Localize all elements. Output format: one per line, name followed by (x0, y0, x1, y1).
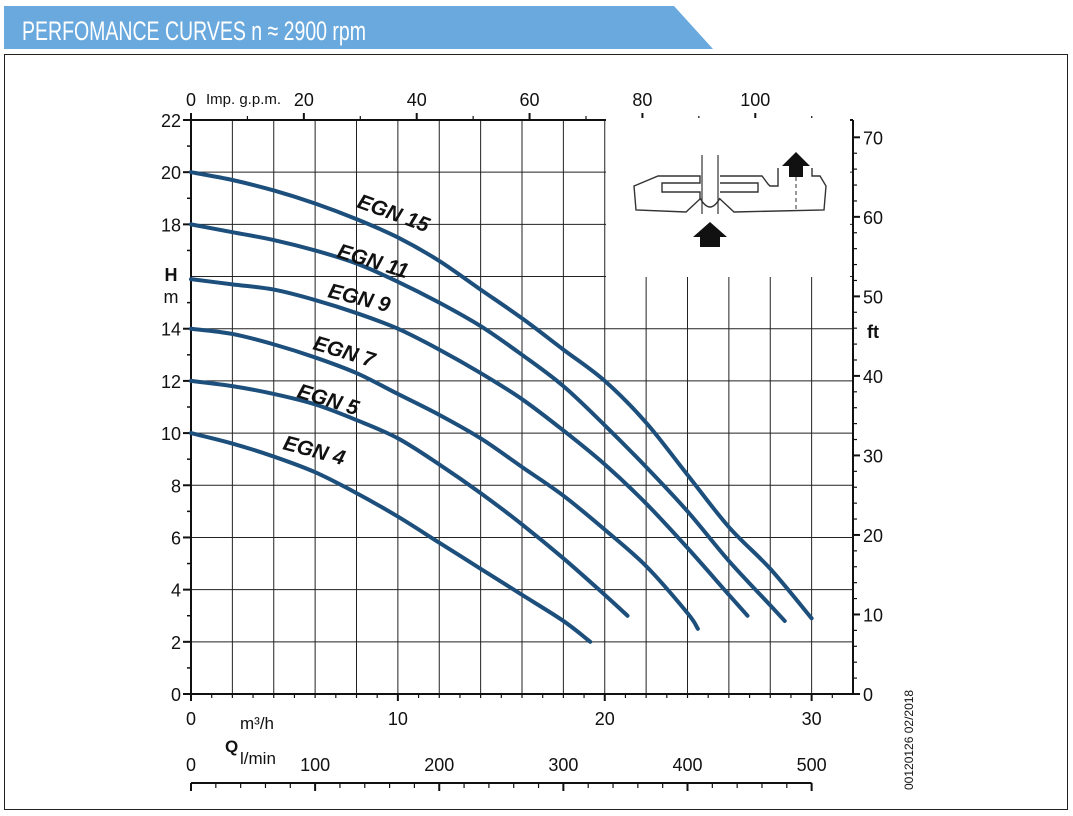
series-label: EGN 15 (354, 190, 432, 237)
gpm-tick-label: 20 (294, 90, 314, 110)
ft-tick-label: 30 (863, 446, 883, 466)
ft-tick-label: 0 (863, 685, 873, 705)
ft-tick-label: 70 (863, 128, 883, 148)
side-note: 00120126 02/2018 (902, 690, 916, 790)
y-tick-label: 12 (161, 372, 181, 392)
y-tick-label: 14 (161, 320, 181, 340)
axis-labels: H m ft Imp. g.p.m. m³/h Q l/min 00120126… (164, 91, 917, 790)
x-tick-label: 20 (595, 709, 615, 729)
series-label: EGN 5 (295, 380, 362, 421)
x-tick-label: 10 (388, 709, 408, 729)
ft-tick-label: 10 (863, 605, 883, 625)
gpm-tick-label: 0 (186, 90, 196, 110)
x-axis-label: m³/h (240, 714, 274, 733)
curve-egn-15 (189, 170, 814, 621)
curve-egn-11 (189, 222, 787, 623)
bottom-axis-label: l/min (240, 749, 276, 768)
title-banner: PERFOMANCE CURVES n ≈ 2900 rpm (4, 6, 713, 49)
x-tick-label: 30 (802, 709, 822, 729)
pump-impeller-icon (606, 118, 850, 277)
curve-egn-9 (189, 277, 750, 618)
curve-egn-4 (189, 431, 593, 644)
y-tick-label: 8 (171, 476, 181, 496)
lmin-tick-label: 300 (548, 755, 578, 775)
ft-tick-label: 20 (863, 526, 883, 546)
inlet-arrow-icon (693, 222, 727, 247)
y-tick-label: 2 (171, 633, 181, 653)
gpm-tick-label: 40 (407, 90, 427, 110)
outlet-arrow-icon (782, 152, 810, 177)
ft-tick-label: 60 (863, 208, 883, 228)
x-tick-label: 0 (186, 709, 196, 729)
chart-title: PERFOMANCE CURVES n ≈ 2900 rpm (22, 16, 366, 46)
curve-egn-7 (189, 326, 700, 631)
chart-frame (4, 54, 1068, 810)
curve-egn-5 (189, 378, 630, 618)
lmin-tick-label: 100 (300, 755, 330, 775)
top-axis-label: Imp. g.p.m. (206, 91, 281, 108)
ft-tick-label: 40 (863, 367, 883, 387)
y-tick-label: 0 (171, 685, 181, 705)
y-tick-label: 20 (161, 163, 181, 183)
y-tick-label: 18 (161, 215, 181, 235)
ft-tick-label: 50 (863, 287, 883, 307)
lmin-tick-label: 400 (672, 755, 702, 775)
y-axis-label-top: H (165, 265, 178, 285)
q-symbol: Q (225, 737, 238, 756)
right-axis-label: ft (867, 322, 879, 342)
y-tick-label: 22 (161, 111, 181, 131)
y-tick-label: 4 (171, 581, 181, 601)
y-tick-label: 10 (161, 424, 181, 444)
series-label: EGN 9 (326, 280, 393, 318)
gpm-tick-label: 60 (520, 90, 540, 110)
y-tick-label: 6 (171, 528, 181, 548)
lmin-tick-label: 500 (797, 755, 827, 775)
lmin-tick-label: 200 (424, 755, 454, 775)
y-axis-label-bottom: m (164, 287, 179, 307)
gpm-tick-label: 80 (632, 90, 652, 110)
gpm-tick-label: 100 (740, 90, 770, 110)
lmin-tick-label: 0 (186, 755, 196, 775)
banner-shape (4, 6, 713, 49)
